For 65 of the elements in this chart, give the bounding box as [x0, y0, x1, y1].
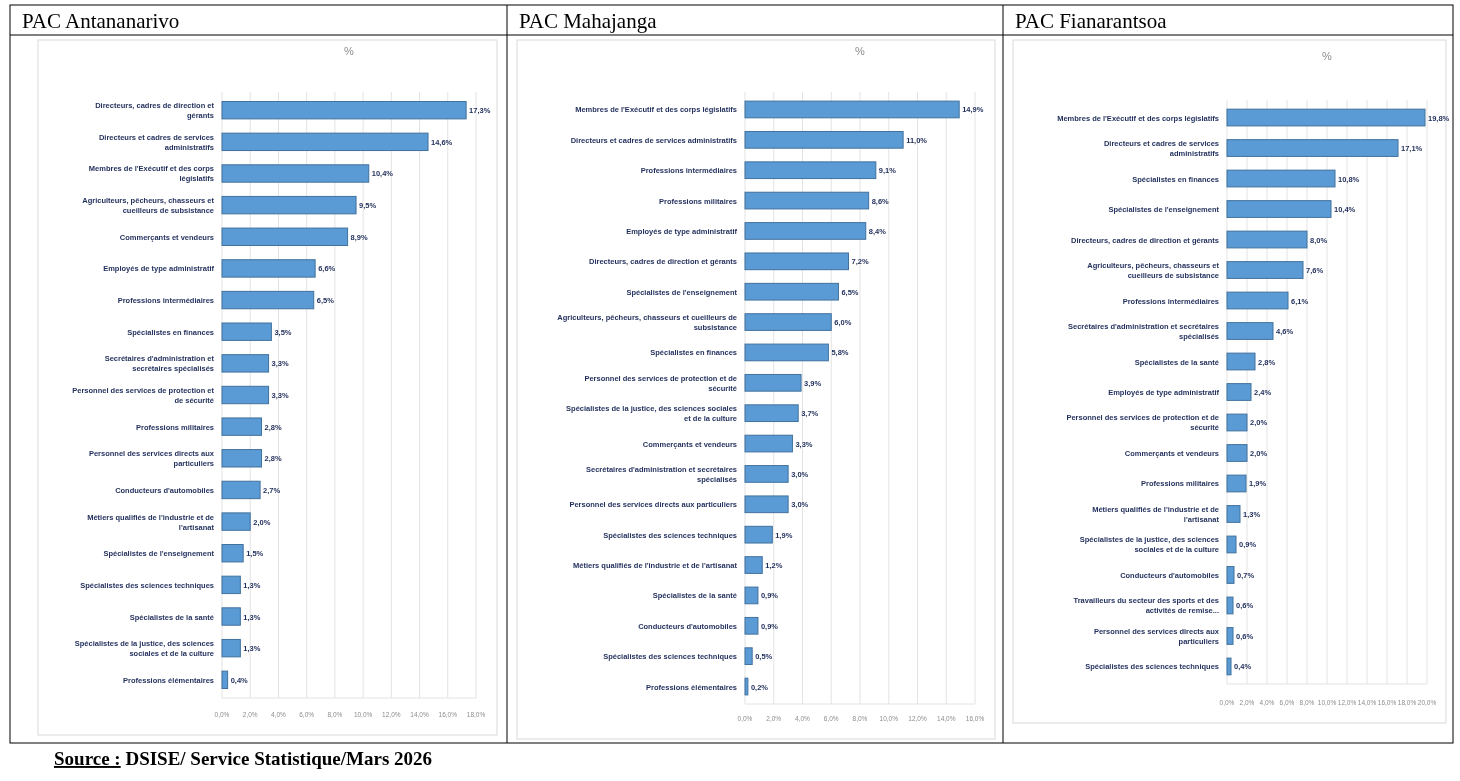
- bar: [221, 354, 270, 373]
- bar: [744, 161, 877, 180]
- bar: [221, 607, 241, 626]
- bar: [744, 465, 789, 483]
- bar: [744, 373, 802, 392]
- bar: [744, 130, 904, 149]
- chart-title: PAC Mahajanga: [519, 9, 658, 33]
- bar: [1226, 505, 1241, 523]
- bar: [744, 222, 867, 240]
- bar: [1226, 413, 1248, 432]
- x-axis-title: %: [1322, 50, 1333, 62]
- bar: [221, 385, 270, 405]
- bar: [1226, 322, 1274, 340]
- bar: [1226, 200, 1332, 218]
- bar: [744, 343, 829, 362]
- bar: [744, 313, 832, 331]
- bar: [744, 100, 960, 119]
- bar: [744, 252, 849, 271]
- bar: [221, 164, 370, 183]
- bar: [744, 616, 759, 635]
- bar: [744, 434, 793, 453]
- bar: [744, 495, 789, 514]
- bar: [221, 195, 357, 215]
- bar: [1226, 657, 1232, 676]
- bar: [744, 556, 763, 574]
- bar: [221, 480, 261, 500]
- bar: [744, 282, 839, 301]
- bar: [744, 677, 749, 696]
- bar: [1226, 291, 1289, 310]
- bar: [221, 290, 315, 310]
- bar: [221, 512, 251, 531]
- bar: [221, 575, 241, 595]
- bar: [1226, 230, 1308, 249]
- bar: [221, 132, 429, 152]
- bar: [1226, 383, 1252, 401]
- bar: [1226, 627, 1234, 645]
- bar: [1226, 139, 1399, 157]
- bar: [1226, 474, 1247, 493]
- bar: [221, 544, 244, 563]
- bar: [221, 449, 263, 468]
- bar: [221, 670, 229, 690]
- x-axis-title: %: [855, 45, 866, 57]
- bar: [221, 417, 263, 436]
- bar: [1226, 596, 1234, 615]
- bar: [1226, 261, 1304, 279]
- chart-title: PAC Antananarivo: [22, 9, 180, 33]
- x-axis-title: %: [344, 45, 355, 57]
- bar: [221, 100, 467, 120]
- bar: [744, 586, 759, 605]
- bar: [744, 647, 753, 666]
- bar: [221, 227, 349, 246]
- source-note: Source : DSISE/ Service Statistique/Mars 2026: [54, 748, 433, 769]
- chart-title: PAC Fianarantsoa: [1015, 9, 1168, 33]
- bar: [1226, 566, 1235, 584]
- bar: [744, 404, 799, 423]
- bar: [221, 259, 316, 278]
- bar: [1226, 352, 1256, 371]
- bar: [1226, 535, 1237, 554]
- bar: [1226, 444, 1248, 462]
- bar: [1226, 169, 1336, 188]
- bar: [744, 191, 870, 210]
- bar: [744, 525, 773, 544]
- bar: [221, 638, 241, 658]
- bar: [1226, 108, 1426, 127]
- bar: [221, 322, 272, 341]
